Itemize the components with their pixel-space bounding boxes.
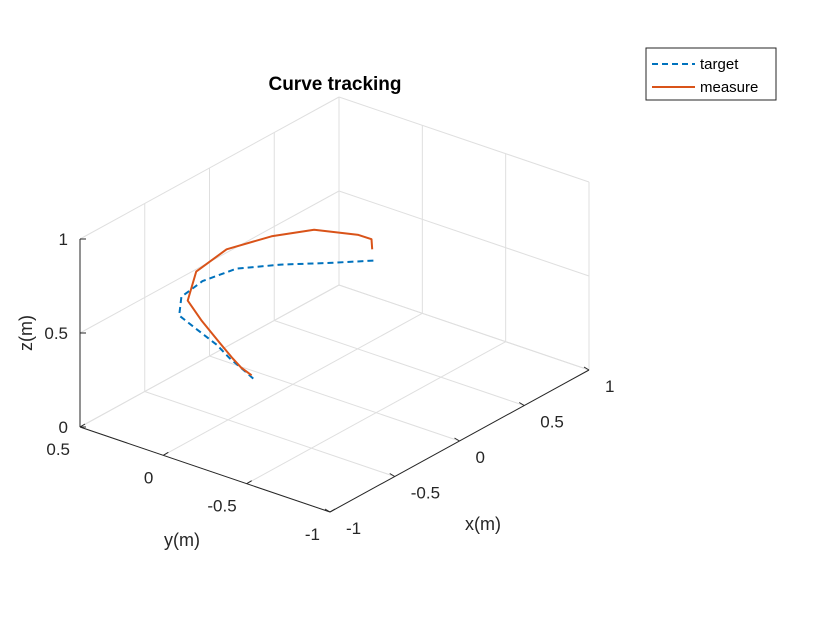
data-series xyxy=(178,228,374,381)
z-tick-label: 0 xyxy=(59,418,68,437)
series-target-line xyxy=(178,259,374,381)
y-tick-mark xyxy=(163,451,169,456)
x-tick-label: 1 xyxy=(605,377,614,396)
floor-grid-y xyxy=(246,341,506,485)
x-tick-mark xyxy=(389,473,396,477)
series-measure-line xyxy=(186,228,374,377)
legend-measure-label: measure xyxy=(700,79,758,96)
grid-lines xyxy=(79,96,590,513)
floor-grid-x xyxy=(144,391,395,477)
x-tick-mark xyxy=(454,437,460,442)
z-tick-label: 1 xyxy=(59,230,68,249)
y-tick-label: -1 xyxy=(305,525,320,544)
back-wall-grid-z xyxy=(79,96,340,240)
x-tick-mark xyxy=(583,366,590,371)
legend-target-label: target xyxy=(700,56,739,73)
y-tick-mark xyxy=(246,480,252,485)
x-tick-mark xyxy=(518,402,525,406)
x-tick-mark xyxy=(324,508,331,513)
z-axis-label: z(m) xyxy=(16,315,36,351)
x-tick-label: 0 xyxy=(476,448,485,467)
x-tick-label: -1 xyxy=(346,519,361,538)
z-tick-label: 0.5 xyxy=(44,324,68,343)
y-tick-label: -0.5 xyxy=(207,497,236,516)
chart-title: Curve tracking xyxy=(268,74,401,95)
x-tick-label: 0.5 xyxy=(540,413,564,432)
tick-labels: -1 -0.5 0 0.5 1 -1 -0.5 0 0.5 0 0.5 1 xyxy=(44,230,614,544)
y-tick-mark xyxy=(329,508,336,513)
legend: target measure xyxy=(645,47,777,101)
y-tick-label: 0 xyxy=(144,468,153,487)
back-wall-grid-z xyxy=(79,284,340,428)
floor-grid-x xyxy=(209,355,460,442)
x-tick-label: -0.5 xyxy=(411,484,440,503)
legend-box xyxy=(645,47,777,101)
x-axis-label: x(m) xyxy=(465,514,501,534)
y-tick-label: 0.5 xyxy=(46,440,70,459)
side-wall-grid-z xyxy=(338,190,590,277)
floor-grid-y xyxy=(163,312,423,456)
side-wall-grid-z xyxy=(338,96,590,183)
side-wall-grid-z xyxy=(338,284,590,371)
y-axis-line xyxy=(79,426,331,513)
y-axis-label: y(m) xyxy=(164,530,200,550)
axes xyxy=(79,238,590,513)
floor-grid-x xyxy=(274,320,525,406)
